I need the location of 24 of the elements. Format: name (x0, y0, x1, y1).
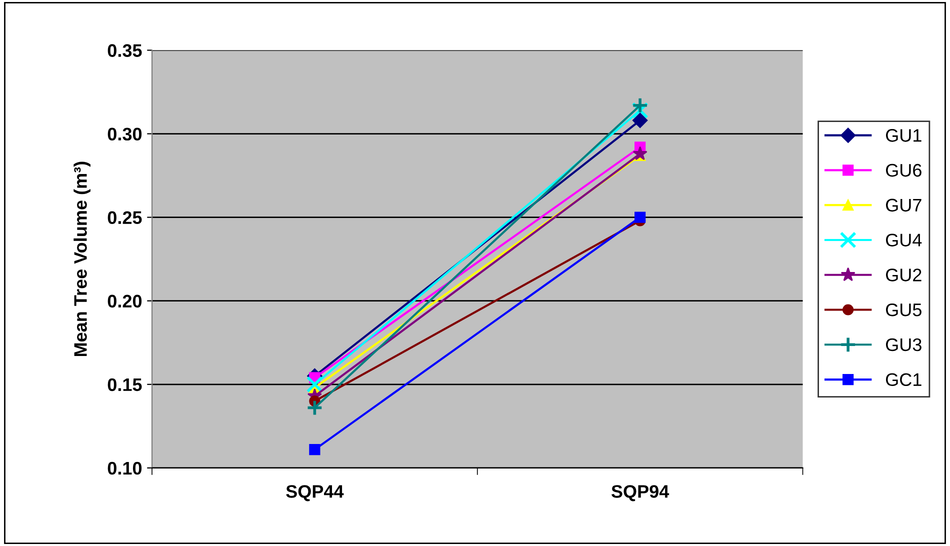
y-tick-label: 0.35 (108, 44, 142, 57)
y-tick-label: 0.15 (108, 378, 142, 392)
legend-label: GU1 (886, 129, 922, 142)
legend-label: GU7 (886, 198, 922, 212)
x-tick-label: SQP94 (611, 485, 670, 502)
point (309, 444, 320, 456)
y-tick-label: 0.20 (108, 294, 142, 308)
legend-label: GU6 (886, 164, 922, 177)
y-tick-label: 0.25 (108, 211, 142, 224)
legend-label: GU4 (886, 234, 922, 246)
legend-label: GU5 (886, 303, 922, 316)
point (306, 399, 324, 416)
legend-label: GU2 (886, 268, 922, 282)
y-axis-title: Mean Tree Volume (m³) (74, 162, 90, 356)
y-tick-label: 0.10 (108, 462, 142, 475)
point (632, 97, 648, 114)
point (634, 212, 646, 223)
point (632, 146, 648, 160)
y-tick-label: 0.30 (108, 128, 142, 141)
x-tick-label: SQP44 (286, 485, 344, 502)
legend-label: GU3 (886, 338, 922, 352)
legend-label: GC1 (886, 373, 922, 386)
point (632, 112, 648, 128)
point (306, 376, 324, 393)
